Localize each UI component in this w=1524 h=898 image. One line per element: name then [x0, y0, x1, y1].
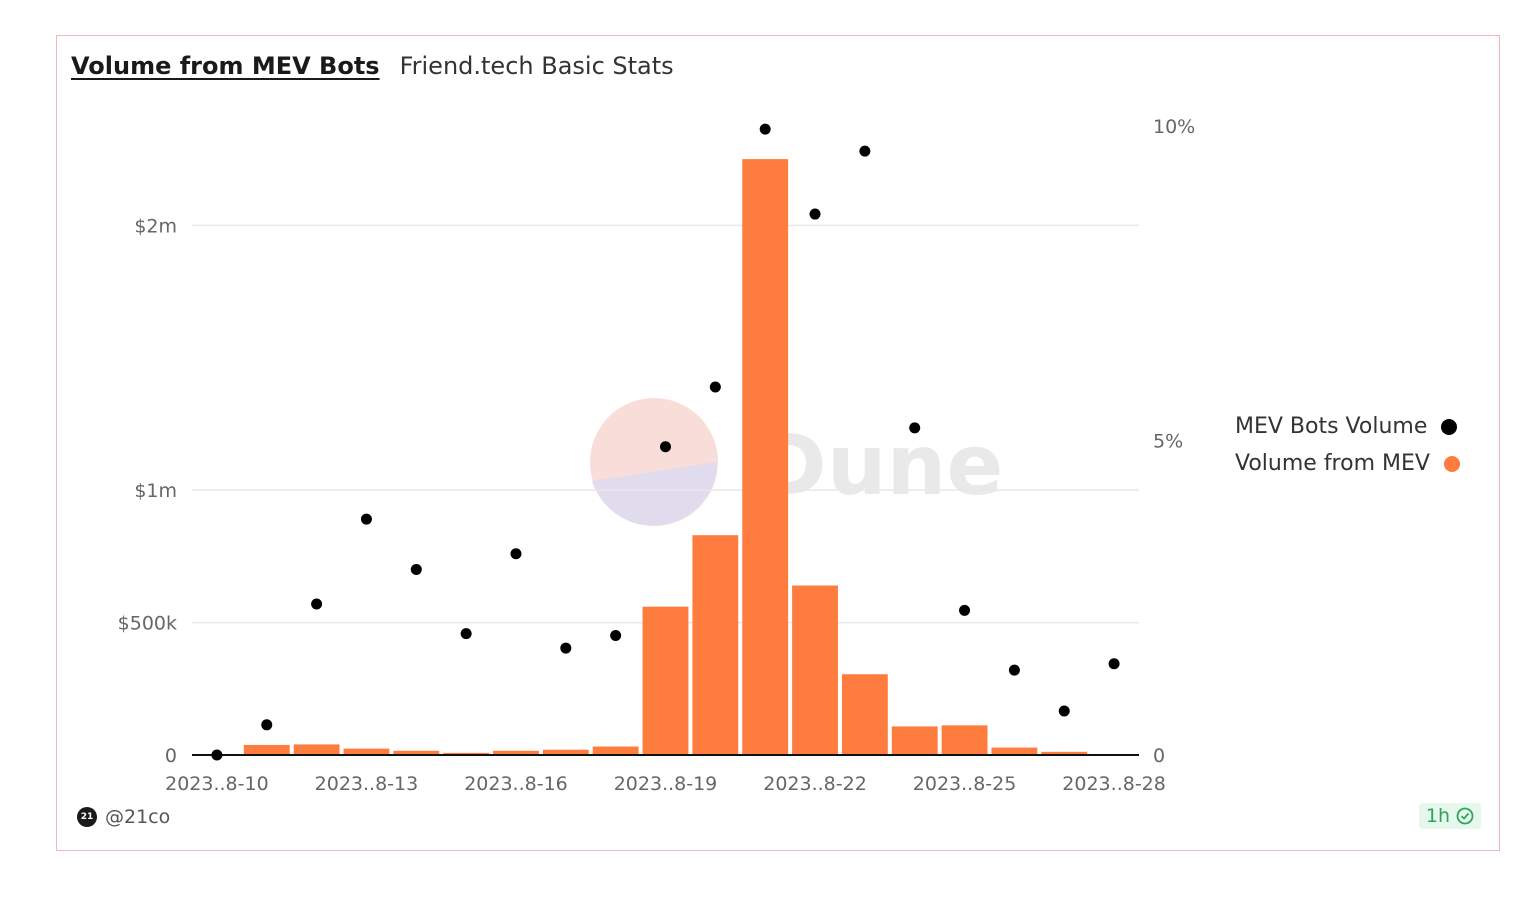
y-left-tick-label: $1m: [134, 480, 177, 502]
x-tick-label: 2023..8-22: [763, 773, 867, 795]
y-right-tick-label: 10%: [1153, 116, 1195, 138]
scatter-point: [311, 598, 323, 610]
x-tick-label: 2023..8-13: [315, 773, 419, 795]
legend-dot-icon: [1443, 455, 1460, 472]
bar: [542, 749, 589, 755]
chart-legend: MEV Bots Volume Volume from MEV: [1235, 408, 1460, 482]
bar: [841, 674, 888, 755]
scatter-point: [660, 441, 671, 453]
scatter-point: [1108, 658, 1120, 670]
x-tick-label: 2023..8-16: [464, 773, 568, 795]
scatter-point: [460, 628, 472, 640]
dune-logo-icon: [592, 462, 717, 526]
bar: [592, 746, 639, 755]
x-tick-label: 2023..8-25: [913, 773, 1017, 795]
refresh-badge[interactable]: 1h: [1418, 803, 1481, 829]
legend-item-mev-bots-volume[interactable]: MEV Bots Volume: [1235, 408, 1460, 445]
y-right-tick-label: 5%: [1153, 431, 1183, 453]
y-left-tick-label: 0: [165, 745, 177, 767]
bar: [941, 725, 988, 755]
bar: [393, 750, 440, 755]
bar: [243, 744, 290, 755]
scatter-point: [809, 208, 821, 220]
x-tick-label: 2023..8-10: [165, 773, 269, 795]
chart-card: Volume from MEV Bots Friend.tech Basic S…: [56, 35, 1500, 851]
author-name: @21co: [105, 806, 171, 828]
scatter-point: [1008, 664, 1020, 676]
chart-header: Volume from MEV Bots Friend.tech Basic S…: [71, 52, 674, 80]
avatar: 21: [77, 807, 97, 827]
bar: [991, 747, 1038, 755]
scatter-point: [510, 548, 522, 560]
legend-label: MEV Bots Volume: [1235, 414, 1428, 439]
author-link[interactable]: 21 @21co: [77, 806, 170, 828]
chart-plot: Dune 0 $500k $1m $2m 0 5% 10% 2023..8-10 2023..8-…: [118, 116, 1196, 795]
x-tick-label: 2023..8-28: [1062, 773, 1166, 795]
bar: [891, 726, 938, 755]
scatter-point: [959, 604, 971, 616]
legend-item-volume-from-mev[interactable]: Volume from MEV: [1235, 445, 1460, 482]
scatter-point: [759, 123, 771, 135]
bar: [742, 159, 789, 756]
bar: [642, 606, 689, 755]
scatter-point: [360, 513, 372, 525]
scatter-point: [560, 642, 572, 654]
y-left-tick-label: $500k: [118, 613, 177, 635]
bar: [1041, 751, 1088, 755]
scatter-point: [859, 145, 871, 157]
scatter-point: [410, 563, 422, 575]
x-tick-label: 2023..8-19: [614, 773, 718, 795]
bar: [443, 752, 490, 755]
chart-title-link[interactable]: Volume from MEV Bots: [71, 52, 380, 80]
y-left-tick-label: $2m: [134, 215, 177, 237]
bar: [792, 585, 838, 755]
bar: [343, 748, 390, 755]
check-circle-icon: [1456, 807, 1474, 825]
dune-watermark: Dune: [590, 398, 1003, 526]
legend-dot-icon: [1441, 418, 1458, 435]
legend-label: Volume from MEV: [1235, 451, 1430, 476]
dashboard-name: Friend.tech Basic Stats: [399, 52, 674, 80]
dune-watermark-text: Dune: [757, 416, 1003, 514]
scatter-point: [211, 749, 223, 761]
bar: [293, 744, 340, 755]
refresh-interval: 1h: [1425, 805, 1450, 827]
scatter-point: [1058, 705, 1070, 717]
y-right-tick-label: 0: [1153, 745, 1165, 767]
scatter-point: [909, 422, 921, 434]
bar: [493, 750, 539, 755]
scatter-point: [610, 629, 622, 641]
scatter-point: [261, 719, 273, 731]
scatter-point: [709, 381, 721, 393]
bar: [692, 535, 739, 755]
